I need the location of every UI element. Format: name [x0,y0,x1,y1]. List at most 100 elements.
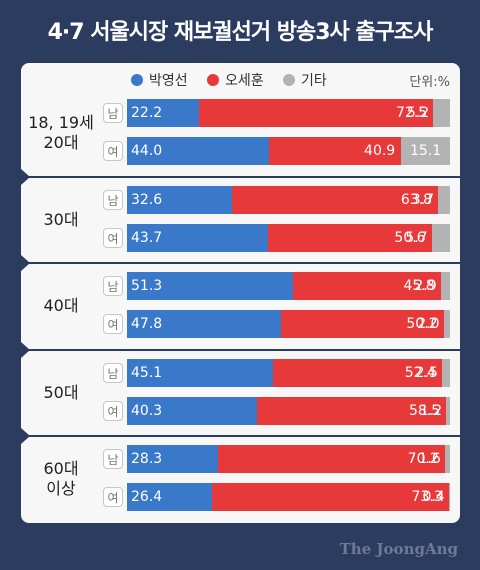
bar-value-oh: 58.5 [408,402,441,419]
bar-value-oh: 40.9 [364,143,396,159]
gender-badge: 남 [103,103,123,123]
legend-item-oh: 오세훈 [207,70,264,90]
bar-other [431,223,450,252]
age-group-label-line: 60대 [43,459,79,479]
bar-value-other: 15.1 [410,143,442,159]
separator-notch [21,255,30,271]
age-group-label-line: 18, 19세 [28,113,94,133]
legend-dot-park [131,74,143,86]
gender-badge: 여 [103,487,123,507]
bar-value-park: 45.1 [131,364,163,381]
bar-oh [212,483,449,511]
bar-oh [232,185,439,214]
bar-value-other: 1.6 [418,451,441,467]
group-separator [21,175,460,178]
gender-badge: 남 [103,276,123,296]
group-separator [21,348,460,351]
bar-other [446,396,450,425]
bar-oh [269,137,402,165]
separator-notch [21,341,30,358]
bar-park [127,396,258,425]
gender-badge: 여 [103,227,123,248]
age-group-label: 30대 [21,210,101,230]
bar-park [127,310,282,338]
bar-value-other: 5.2 [406,105,430,121]
group-separator [21,262,460,264]
legend-item-park: 박영선 [131,70,188,90]
bar-other [441,358,450,387]
bar-value-park: 26.4 [131,489,163,505]
bar-park [127,445,219,473]
legend: 박영선 오세훈 기타 단위:% [0,70,480,90]
bar-other [444,445,450,473]
age-group-label: 18, 19세 20대 [21,113,101,153]
bar-value-oh: 70.2 [407,451,439,467]
brand-logo: The JoongAng [339,540,458,558]
bar-value-park: 22.2 [131,105,163,121]
legend-label-other: 기타 [301,73,327,89]
age-group-label-line: 20대 [43,133,79,153]
bar-oh [257,396,447,425]
legend-dot-other [283,74,295,86]
bar-oh [198,99,434,127]
bar-value-park: 28.3 [131,451,163,467]
gender-badge: 남 [103,449,123,469]
gender-badge: 여 [103,314,123,334]
age-group-label-line: 30대 [43,209,79,229]
bar-park [127,137,270,165]
bar-park [127,223,269,252]
gender-badge: 여 [103,400,123,421]
bar-value-other: 2.0 [417,316,440,332]
bar-park [127,99,199,127]
age-group-label-line: 이상 [46,479,76,499]
gender-badge: 남 [103,362,123,383]
page-title: 4·7 서울시장 재보궐선거 방송3사 출구조사 [47,20,434,45]
bar-value-park: 40.3 [131,402,163,419]
unit-label: 단위:% [409,75,450,90]
bar-value-other: 5.7 [405,229,428,246]
bar-park [127,272,293,300]
bar-value-park: 47.8 [131,316,163,332]
age-group-label: 40대 [21,296,101,316]
bar-other [443,310,450,338]
legend-label-park: 박영선 [149,73,188,89]
bar-value-other: 3.7 [411,191,435,208]
bar-value-oh: 50.6 [394,229,426,246]
bar-value-oh: 45.8 [403,278,435,294]
age-group-label-line: 50대 [43,382,79,402]
bar-value-oh: 72.5 [396,105,428,121]
bar-value-other: 2.9 [414,278,437,294]
bar-other [440,272,450,300]
gender-badge: 여 [103,141,123,161]
bar-park [127,483,213,511]
bar-park [127,358,273,387]
bar-value-park: 44.0 [131,143,163,159]
bar-other [438,185,450,214]
bar-value-park: 32.6 [131,191,163,208]
bar-park [127,185,233,214]
bar-value-oh: 50.2 [406,316,438,332]
bar-value-other: 1.2 [419,402,443,419]
bar-value-other: 2.5 [415,364,438,381]
legend-label-oh: 오세훈 [225,73,264,89]
bar-oh [292,272,441,300]
bar-value-oh: 52.4 [404,364,436,381]
bar-oh [272,358,442,387]
bar-value-oh: 63.8 [400,191,433,208]
age-group-label: 60대 이상 [21,459,101,499]
age-group-label-line: 40대 [43,296,79,316]
separator-notch [21,428,30,444]
separator-notch [21,168,30,185]
bar-other [448,483,450,511]
age-group-label: 50대 [21,383,101,403]
group-separator [21,435,460,437]
bar-other [433,99,450,127]
legend-dot-oh [207,74,219,86]
bar-value-other: 0.4 [422,489,445,505]
bar-oh [281,310,444,338]
bar-oh [218,445,445,473]
gender-badge: 남 [103,189,123,210]
bar-value-park: 51.3 [131,278,163,294]
bar-value-park: 43.7 [131,229,163,246]
bar-other [401,137,450,165]
